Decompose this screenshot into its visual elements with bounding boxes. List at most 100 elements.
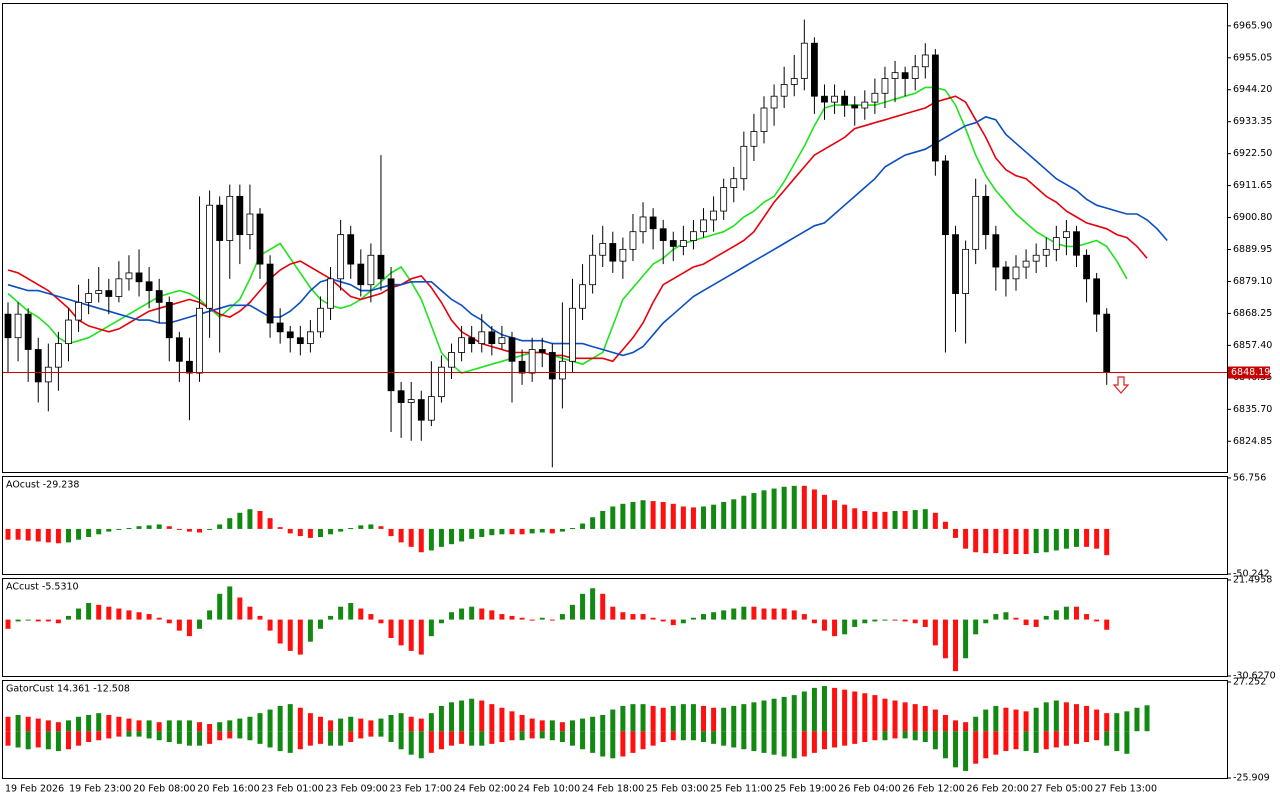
histogram-bar xyxy=(932,512,938,529)
gator-bar xyxy=(136,731,142,737)
candle-body xyxy=(327,278,334,309)
candle-body xyxy=(629,231,637,250)
histogram-bar xyxy=(852,619,858,627)
candle-body xyxy=(317,307,324,333)
histogram-bar xyxy=(45,528,51,543)
gator-bar xyxy=(751,731,757,752)
histogram-bar xyxy=(569,528,575,530)
candle-body xyxy=(95,290,103,294)
histogram-bar xyxy=(973,528,979,553)
gator-bar xyxy=(580,731,586,750)
gator-bar xyxy=(96,731,102,741)
candle-body xyxy=(790,78,798,85)
gator-bar xyxy=(25,716,31,732)
gator-bar xyxy=(408,716,414,732)
gator-bar xyxy=(247,716,253,732)
moving-average xyxy=(7,86,1128,374)
gator-bar xyxy=(186,731,192,746)
histogram-bar xyxy=(408,619,414,651)
gator-bar xyxy=(983,731,989,759)
y-tick-label: 6911.65 xyxy=(1233,180,1272,191)
candle-body xyxy=(24,313,32,350)
gator-bar xyxy=(872,695,878,732)
gator-bar xyxy=(287,731,293,753)
histogram-bar xyxy=(328,528,334,535)
gator-bar xyxy=(15,731,21,748)
gator-bar xyxy=(610,709,616,732)
gator-bar xyxy=(1073,731,1079,744)
histogram-bar xyxy=(479,528,485,537)
y-tick-label: 6879.10 xyxy=(1233,276,1272,287)
gator-bar xyxy=(428,713,434,732)
gator-bar xyxy=(297,731,303,750)
histogram-bar xyxy=(832,500,838,529)
histogram-bar xyxy=(993,614,999,620)
histogram-bar xyxy=(761,490,767,529)
gator-bar xyxy=(197,731,203,746)
gator-bar xyxy=(821,686,827,732)
gator-bar xyxy=(277,705,283,732)
gator-bar xyxy=(277,731,283,752)
histogram-bar xyxy=(1094,619,1100,622)
gator-bar xyxy=(217,731,223,741)
gator-bar xyxy=(942,731,948,759)
gator-bar xyxy=(630,731,636,753)
gator-bar xyxy=(811,687,817,732)
x-tick-label: 19 Feb 2026 xyxy=(5,784,64,795)
histogram-bar xyxy=(1053,528,1059,551)
histogram-bar xyxy=(1003,528,1009,555)
histogram-bar xyxy=(670,619,676,626)
gator-bar xyxy=(892,731,898,739)
y-tick-label: 6965.90 xyxy=(1233,20,1272,31)
histogram-bar xyxy=(469,528,475,539)
candle-body xyxy=(377,254,385,280)
histogram-bar xyxy=(96,528,102,535)
histogram-bar xyxy=(902,619,908,622)
histogram-bar xyxy=(176,619,182,631)
gator-bar xyxy=(640,731,646,750)
gator-bar xyxy=(932,709,938,732)
candle-body xyxy=(145,281,153,292)
gator-bar xyxy=(378,731,384,737)
histogram-bar xyxy=(771,488,777,529)
histogram-bar xyxy=(882,511,888,529)
candle-body xyxy=(105,290,113,297)
gator-bar xyxy=(963,722,969,732)
gator-bar xyxy=(1114,731,1120,752)
gator-bar xyxy=(1033,707,1039,732)
histogram-bar xyxy=(156,524,162,529)
candle-body xyxy=(367,254,375,286)
histogram-bar xyxy=(378,526,384,529)
candle-body xyxy=(387,278,395,392)
candle-body xyxy=(871,92,879,103)
gator-bar xyxy=(942,714,948,732)
candle-body xyxy=(1042,248,1050,256)
gator-bar xyxy=(993,705,999,732)
histogram-bar xyxy=(438,619,444,624)
candle-body xyxy=(710,210,717,221)
gator-bar xyxy=(388,731,394,743)
histogram-bar xyxy=(297,619,303,655)
x-tick-label: 24 Feb 18:00 xyxy=(582,784,644,795)
histogram-bar xyxy=(731,499,737,529)
gator-bar xyxy=(368,731,374,737)
gator-bar xyxy=(610,731,616,759)
y-tick-label: 27.252 xyxy=(1233,677,1266,688)
histogram-bar xyxy=(670,503,676,529)
candle-body xyxy=(186,360,193,374)
gator-bar xyxy=(590,716,596,732)
histogram-bar xyxy=(590,588,596,620)
gator-bar xyxy=(358,718,364,732)
x-tick-label: 25 Feb 19:00 xyxy=(774,784,836,795)
gator-bar xyxy=(590,731,596,753)
gator-bar xyxy=(741,731,747,750)
gator-bar xyxy=(801,731,807,757)
histogram-bar xyxy=(317,528,323,537)
histogram-bar xyxy=(207,528,213,530)
histogram-bar xyxy=(237,597,243,620)
histogram-bar xyxy=(993,528,999,554)
histogram-bar xyxy=(237,512,243,529)
candle-body xyxy=(206,204,214,309)
gator-bar xyxy=(449,731,455,746)
candle-body xyxy=(669,240,677,247)
